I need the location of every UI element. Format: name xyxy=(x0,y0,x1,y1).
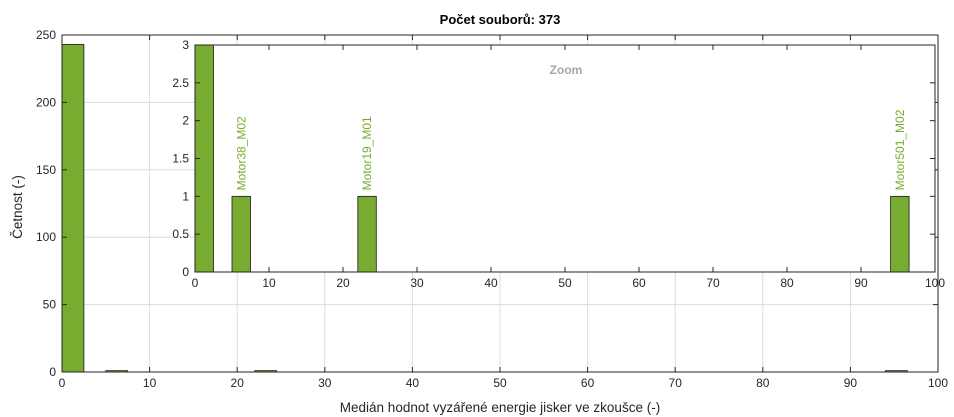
zoom-bars xyxy=(194,44,910,273)
x-tick-label: 50 xyxy=(493,376,507,390)
bar-annotation: Motor38_M02 xyxy=(234,116,248,190)
x-tick-label: 20 xyxy=(336,276,350,290)
x-tick-label: 40 xyxy=(406,376,420,390)
bar-annotation: Motor19_M01 xyxy=(360,116,374,190)
y-tick-label: 200 xyxy=(36,95,56,109)
y-tick-label: 3 xyxy=(182,38,189,52)
main-bars xyxy=(61,44,908,373)
y-tick-label: 0 xyxy=(182,265,189,279)
histogram-bar xyxy=(357,195,377,273)
y-tick-label: 2.5 xyxy=(172,76,189,90)
x-tick-label: 80 xyxy=(756,376,770,390)
y-tick-label: 50 xyxy=(43,298,57,312)
x-tick-label: 100 xyxy=(928,376,948,390)
x-tick-label: 80 xyxy=(780,276,794,290)
y-tick-label: 0 xyxy=(49,365,56,379)
x-tick-label: 20 xyxy=(231,376,245,390)
zoom-background xyxy=(195,45,935,272)
y-axis-label: Četnost (-) xyxy=(10,175,25,239)
x-tick-label: 10 xyxy=(143,376,157,390)
x-axis-label: Medián hodnot vyzářené energie jisker ve… xyxy=(340,400,660,415)
y-tick-label: 0.5 xyxy=(172,227,189,241)
x-tick-label: 70 xyxy=(669,376,683,390)
x-tick-label: 40 xyxy=(484,276,498,290)
y-tick-label: 1 xyxy=(182,189,189,203)
y-tick-label: 2 xyxy=(182,114,189,128)
zoom-ticks: 0 10 20 30 40 50 60 70 80 90 100 0 0.5 1 1.5 2 2.5 3 xyxy=(172,38,945,290)
zoom-annotations: Motor38_M02 Motor19_M01 Motor501_M02 xyxy=(234,109,907,190)
x-tick-label: 60 xyxy=(581,376,595,390)
x-tick-label: 30 xyxy=(410,276,424,290)
x-tick-label: 30 xyxy=(318,376,332,390)
x-tick-label: 90 xyxy=(844,376,858,390)
histogram-bar xyxy=(61,44,85,373)
y-tick-label: 250 xyxy=(36,28,56,42)
histogram-bar xyxy=(231,195,251,273)
x-tick-label: 10 xyxy=(262,276,276,290)
x-tick-label: 70 xyxy=(706,276,720,290)
zoom-label: Zoom xyxy=(550,63,583,77)
x-tick-label: 0 xyxy=(59,376,66,390)
histogram-bar xyxy=(890,195,910,273)
x-tick-label: 90 xyxy=(854,276,868,290)
x-tick-label: 60 xyxy=(632,276,646,290)
x-tick-label: 50 xyxy=(558,276,572,290)
y-tick-label: 1.5 xyxy=(172,152,189,166)
main-title: Počet souborů: 373 xyxy=(440,12,561,27)
y-tick-label: 100 xyxy=(36,230,56,244)
x-tick-label: 100 xyxy=(925,276,945,290)
x-tick-label: 0 xyxy=(192,276,199,290)
bar-annotation: Motor501_M02 xyxy=(893,109,907,190)
y-tick-label: 150 xyxy=(36,163,56,177)
